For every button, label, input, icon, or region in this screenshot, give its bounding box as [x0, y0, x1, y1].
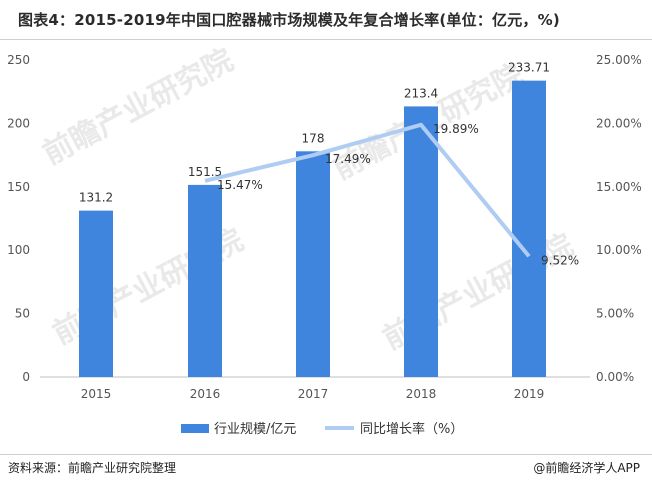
x-tick-label: 2019	[514, 387, 545, 401]
left-tick-label: 250	[7, 53, 30, 67]
bar-2017	[296, 151, 330, 377]
x-tick-label: 2016	[190, 387, 221, 401]
left-tick-label: 0	[22, 370, 30, 384]
line-series: 15.47% 17.49% 19.89% 9.52%	[204, 122, 579, 267]
legend-label-line: 同比增长率（%）	[360, 421, 463, 437]
bar-2018	[404, 106, 438, 377]
legend: 行业规模/亿元 同比增长率（%）	[181, 421, 463, 437]
bar-value-label: 131.2	[79, 191, 113, 205]
growth-rate-line	[204, 122, 531, 258]
x-tick-label: 2015	[81, 387, 112, 401]
bar-value-label: 233.71	[508, 61, 550, 75]
bar-value-label: 151.5	[188, 165, 222, 179]
legend-swatch-bar	[181, 424, 209, 433]
right-tick-label: 10.00%	[596, 243, 642, 257]
legend-label-bar: 行业规模/亿元	[214, 422, 296, 437]
bar-2019	[512, 80, 546, 377]
right-tick-label: 15.00%	[596, 180, 642, 194]
title-divider	[0, 39, 652, 40]
line-value-label: 15.47%	[217, 178, 263, 192]
left-tick-label: 150	[7, 180, 30, 194]
line-value-label: 9.52%	[541, 253, 579, 267]
bar-series: 131.2 151.5 178 213.4 233.71	[79, 61, 550, 377]
watermark-text: 前瞻产业研究院	[37, 43, 239, 172]
bar-2016	[188, 184, 222, 377]
x-tick-label: 2018	[406, 387, 437, 401]
right-axis: 0.00% 5.00% 10.00% 15.00% 20.00% 25.00%	[596, 53, 642, 384]
left-tick-label: 200	[7, 116, 30, 130]
line-value-label: 17.49%	[325, 152, 371, 166]
line-value-label: 19.89%	[433, 122, 479, 136]
right-tick-label: 5.00%	[596, 307, 634, 321]
footer-divider	[0, 454, 652, 455]
right-tick-label: 20.00%	[596, 116, 642, 130]
right-tick-label: 0.00%	[596, 370, 634, 384]
bar-2015	[79, 210, 113, 377]
source-note: 资料来源：前瞻产业研究院整理	[8, 461, 177, 475]
bar-value-label: 178	[302, 131, 325, 145]
chart-title: 图表4：2015-2019年中国口腔器械市场规模及年复合增长率(单位：亿元，%)	[18, 11, 560, 29]
x-axis: 2015 2016 2017 2018 2019	[81, 387, 545, 401]
bar-value-label: 213.4	[404, 86, 438, 100]
left-tick-label: 100	[7, 243, 30, 257]
brand-note: @前瞻经济学人APP	[533, 461, 640, 475]
left-axis: 0 50 100 150 200 250	[7, 53, 30, 384]
left-tick-label: 50	[15, 307, 30, 321]
x-tick-label: 2017	[298, 387, 329, 401]
right-tick-label: 25.00%	[596, 53, 642, 67]
